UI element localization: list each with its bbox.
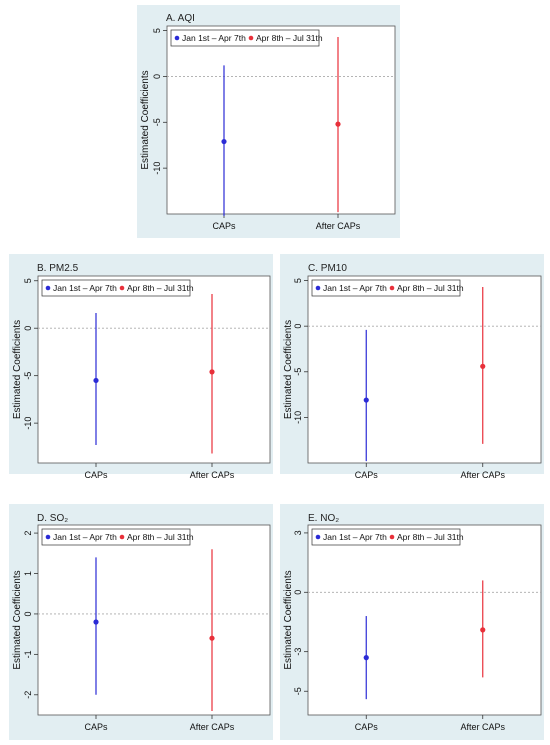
point-estimate bbox=[209, 635, 215, 641]
legend-marker bbox=[315, 285, 321, 291]
x-tick-label: CAPs bbox=[355, 470, 379, 480]
legend-label: Apr 8th – Jul 31th bbox=[127, 283, 194, 293]
legend-marker bbox=[389, 285, 395, 291]
legend-label: Apr 8th – Jul 31th bbox=[397, 283, 464, 293]
point-estimate bbox=[363, 655, 369, 661]
y-axis-title: Estimated Coefficients bbox=[283, 570, 294, 669]
x-tick-label: CAPs bbox=[84, 722, 108, 732]
y-tick-label: 0 bbox=[23, 326, 33, 331]
point-estimate bbox=[480, 627, 486, 633]
panel-a: A. AQI 5 0 -5 -10 Estimated Coefficients CAPs… bbox=[137, 5, 400, 238]
y-axis-title: Estimated Coefficients bbox=[12, 320, 23, 419]
legend-marker bbox=[174, 35, 180, 41]
chart-title: C. PM10 bbox=[308, 263, 347, 274]
y-tick-label: 2 bbox=[23, 531, 33, 536]
y-tick-label: 5 bbox=[23, 278, 33, 283]
panel-c: C. PM10 5 0 -5 -10 Estimated Coefficients CAP… bbox=[280, 254, 544, 480]
y-tick-label: -10 bbox=[152, 162, 162, 175]
chart-e: E. NO₂ 3 0 -3 -5 Estimated Coefficients CAPs A… bbox=[283, 513, 542, 732]
y-tick-label: -10 bbox=[23, 417, 33, 430]
legend-marker bbox=[315, 534, 321, 540]
plot-area bbox=[166, 25, 396, 215]
legend-label: Jan 1st – Apr 7th bbox=[182, 33, 246, 43]
chart-title: A. AQI bbox=[166, 13, 195, 24]
y-tick-label: 3 bbox=[293, 530, 303, 535]
y-tick-label: 0 bbox=[293, 590, 303, 595]
legend bbox=[41, 279, 191, 297]
legend-marker bbox=[45, 285, 51, 291]
plot-area bbox=[307, 524, 542, 716]
y-tick-label: 5 bbox=[293, 278, 303, 283]
chart-title: B. PM2.5 bbox=[37, 263, 79, 274]
legend-label: Apr 8th – Jul 31th bbox=[256, 33, 323, 43]
chart-title: D. SO₂ bbox=[37, 513, 68, 524]
plot-area bbox=[37, 275, 271, 464]
y-axis-title: Estimated Coefficients bbox=[140, 70, 151, 169]
point-estimate bbox=[335, 121, 341, 127]
plot-area bbox=[307, 275, 542, 464]
y-tick-label: -1 bbox=[23, 650, 33, 658]
y-axis-title: Estimated Coefficients bbox=[12, 570, 23, 669]
chart-d: D. SO₂ 2 1 0 -1 -2 Estimated Coefficients CAPs… bbox=[12, 513, 271, 732]
y-tick-label: 0 bbox=[152, 74, 162, 79]
x-tick-label: After CAPs bbox=[190, 470, 235, 480]
y-tick-label: -5 bbox=[293, 368, 303, 376]
y-axis-title: Estimated Coefficients bbox=[283, 320, 294, 419]
x-tick-label: CAPs bbox=[84, 470, 108, 480]
legend-marker bbox=[389, 534, 395, 540]
legend-label: Jan 1st – Apr 7th bbox=[53, 532, 117, 542]
legend bbox=[170, 29, 320, 47]
legend-marker bbox=[119, 285, 125, 291]
legend-label: Apr 8th – Jul 31th bbox=[397, 532, 464, 542]
point-estimate bbox=[93, 377, 99, 384]
x-tick-label: CAPs bbox=[212, 221, 236, 231]
point-estimate bbox=[363, 397, 369, 403]
legend-marker bbox=[45, 534, 51, 540]
legend-label: Jan 1st – Apr 7th bbox=[323, 283, 387, 293]
panel-d: D. SO₂ 2 1 0 -1 -2 Estimated Coefficients CAPs… bbox=[9, 504, 273, 740]
point-estimate bbox=[480, 363, 486, 369]
x-tick-label: CAPs bbox=[355, 722, 379, 732]
y-tick-label: 1 bbox=[23, 571, 33, 576]
legend bbox=[41, 528, 191, 546]
panel-e: E. NO₂ 3 0 -3 -5 Estimated Coefficients CAPs A… bbox=[280, 504, 544, 740]
legend-label: Apr 8th – Jul 31th bbox=[127, 532, 194, 542]
point-estimate bbox=[221, 138, 227, 145]
legend-marker bbox=[119, 534, 125, 540]
legend bbox=[311, 279, 461, 297]
panel-b: B. PM2.5 5 0 -5 -10 Estimated Coefficients CA… bbox=[9, 254, 273, 480]
legend-marker bbox=[248, 35, 254, 41]
point-estimate bbox=[209, 369, 215, 375]
legend-label: Jan 1st – Apr 7th bbox=[53, 283, 117, 293]
x-tick-label: After CAPs bbox=[190, 722, 235, 732]
point-estimate bbox=[93, 619, 99, 625]
legend-label: Jan 1st – Apr 7th bbox=[323, 532, 387, 542]
y-tick-label: -3 bbox=[293, 648, 303, 656]
y-tick-label: 5 bbox=[152, 28, 162, 33]
y-tick-label: -5 bbox=[23, 372, 33, 380]
chart-title: E. NO₂ bbox=[308, 513, 339, 524]
y-tick-label: -10 bbox=[293, 411, 303, 424]
x-tick-label: After CAPs bbox=[460, 470, 505, 480]
legend bbox=[311, 528, 461, 546]
plot-area bbox=[37, 524, 271, 716]
y-tick-label: 0 bbox=[293, 324, 303, 329]
y-tick-label: -5 bbox=[152, 118, 162, 126]
x-tick-label: After CAPs bbox=[460, 722, 505, 732]
x-tick-label: After CAPs bbox=[316, 221, 361, 231]
y-tick-label: -2 bbox=[23, 691, 33, 699]
y-tick-label: -5 bbox=[293, 687, 303, 695]
y-tick-label: 0 bbox=[23, 611, 33, 616]
